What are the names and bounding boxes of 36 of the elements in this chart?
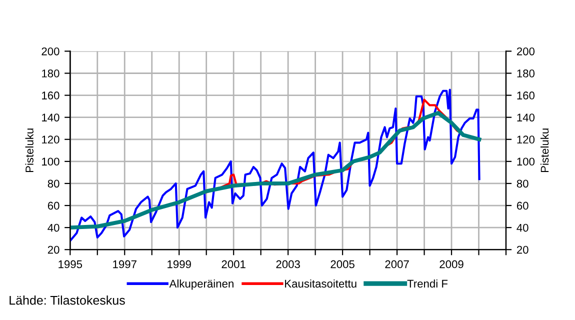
y2-tick-label: 80 xyxy=(516,180,528,188)
y2-tick-label: 100 xyxy=(517,158,535,166)
x-tick-label: 1997 xyxy=(113,260,136,268)
text: Lähde: Tilastokeskus xyxy=(10,296,125,305)
y2-tick-label: 60 xyxy=(516,202,528,210)
x-tick-label: 2007 xyxy=(385,260,409,268)
y2-tick-label: 40 xyxy=(516,224,528,232)
y-tick-label: 180 xyxy=(42,70,60,78)
y2-tick-label: 120 xyxy=(517,136,535,144)
y-tick-label: 160 xyxy=(42,92,60,100)
legend-label: Kausitasoitettu xyxy=(285,279,356,288)
y-tick-label: 40 xyxy=(48,224,60,232)
x-tick-label: 1995 xyxy=(58,260,82,268)
x-tick-label: 2001 xyxy=(222,260,246,268)
y-tick-label: 120 xyxy=(42,136,60,144)
y2-tick-label: 160 xyxy=(517,92,535,100)
y-tick-label: 60 xyxy=(48,202,60,210)
line-series xyxy=(70,110,482,230)
x-tick-label: 2005 xyxy=(330,260,354,268)
x-tick-label: 2003 xyxy=(276,260,300,268)
y-axis-title: Pisteluku xyxy=(25,128,34,172)
y-tick-label: 140 xyxy=(42,114,60,122)
y2-tick-label: 20 xyxy=(516,246,528,254)
y-tick-label: 100 xyxy=(42,158,60,166)
y2-tick-label: 180 xyxy=(517,70,535,78)
y-tick-label: 80 xyxy=(48,180,60,188)
line-series xyxy=(70,88,480,242)
y2-axis-title: Pisteluku xyxy=(540,128,549,172)
legend-label: Alkuperäinen xyxy=(169,279,234,290)
y2-tick-label: 140 xyxy=(517,114,535,122)
y2-tick-label: 200 xyxy=(516,47,535,56)
y-tick-label: 20 xyxy=(48,246,60,254)
x-tick-label: 1999 xyxy=(168,260,191,268)
y-tick-label: 200 xyxy=(42,47,60,56)
legend-label: Trendi F xyxy=(407,279,448,288)
x-tick-label: 2009 xyxy=(440,260,464,268)
